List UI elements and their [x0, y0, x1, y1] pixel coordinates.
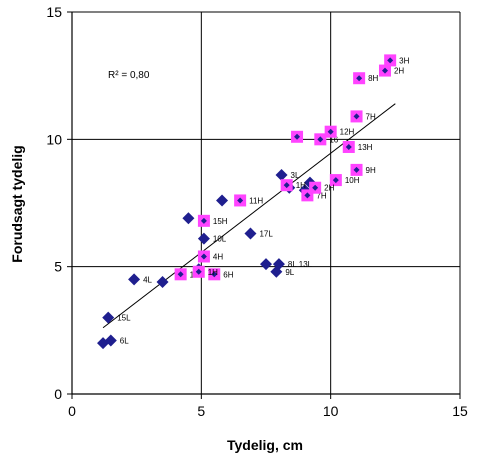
y-tick-label: 10: [46, 131, 62, 147]
square-point-center: [237, 197, 244, 204]
diamond-point: [244, 227, 257, 240]
point-label: 1H: [208, 268, 218, 277]
point-label: 9H: [366, 166, 376, 175]
square-point-center: [345, 143, 352, 150]
diamond-point: [275, 168, 288, 181]
point-label: 2H: [324, 184, 334, 193]
point-label: 2H: [394, 67, 404, 76]
square-point-center: [294, 133, 301, 140]
square-point-center: [327, 128, 334, 135]
diamond-point: [216, 194, 229, 207]
diamond-point: [156, 275, 169, 288]
point-label: 7H: [366, 112, 376, 121]
point-label: 9L: [285, 268, 294, 277]
tick-labels: 0 5 10 15 0 5 10 15: [46, 4, 468, 419]
square-point-center: [200, 253, 207, 260]
point-label: 12H: [340, 128, 355, 137]
point-label: 8L 13L: [288, 260, 313, 269]
point-label: 1H: [296, 181, 306, 190]
point-label: 3L: [291, 171, 300, 180]
square-point-center: [356, 75, 363, 82]
square-point-center: [200, 217, 207, 224]
point-label: 13H: [358, 143, 373, 152]
square-point-center: [312, 184, 319, 191]
point-label: 15H: [213, 217, 228, 226]
point-label: 17L: [259, 230, 273, 239]
square-point-center: [211, 271, 218, 278]
x-tick-label: 5: [197, 403, 205, 419]
point-label: 10H: [345, 176, 360, 185]
diamond-point: [182, 212, 195, 225]
axes: [67, 11, 461, 399]
point-label: 6L: [120, 337, 129, 346]
x-tick-label: 0: [68, 403, 76, 419]
diamond-point: [128, 273, 141, 286]
square-point-center: [353, 113, 360, 120]
y-tick-label: 15: [46, 4, 62, 20]
y-axis-title: Forudsagt tydelig: [9, 145, 25, 262]
diamond-point: [270, 265, 283, 278]
diamond-point: [260, 258, 272, 271]
x-tick-label: 10: [323, 403, 339, 419]
point-label: 3H: [399, 56, 409, 65]
y-tick-label: 0: [54, 386, 62, 402]
x-tick-label: 15: [452, 403, 468, 419]
point-label: 8H: [368, 74, 378, 83]
point-label: 4H: [213, 252, 223, 261]
point-label: 16: [329, 135, 338, 144]
point-label: 15L: [117, 314, 131, 323]
square-point-center: [177, 271, 184, 278]
r-squared-annotation: R² = 0,80: [108, 70, 150, 81]
square-point-center: [283, 182, 290, 189]
x-axis-title: Tydelig, cm: [227, 437, 303, 453]
square-point-center: [195, 268, 202, 275]
square-point-center: [304, 192, 311, 199]
square-point-center: [332, 177, 339, 184]
diamond-point: [104, 334, 117, 347]
point-label: 10L: [213, 235, 227, 244]
square-point-center: [387, 57, 394, 64]
diamond-point: [102, 311, 115, 324]
square-point-center: [381, 67, 388, 74]
square-point-center: [317, 136, 324, 143]
diamond-point: [197, 232, 210, 245]
point-label: 7H: [316, 191, 326, 200]
point-label: 11H: [249, 196, 263, 205]
square-point-center: [353, 166, 360, 173]
y-tick-label: 5: [54, 259, 62, 275]
point-label: 6H: [223, 270, 233, 279]
point-label: 4L: [143, 275, 152, 284]
